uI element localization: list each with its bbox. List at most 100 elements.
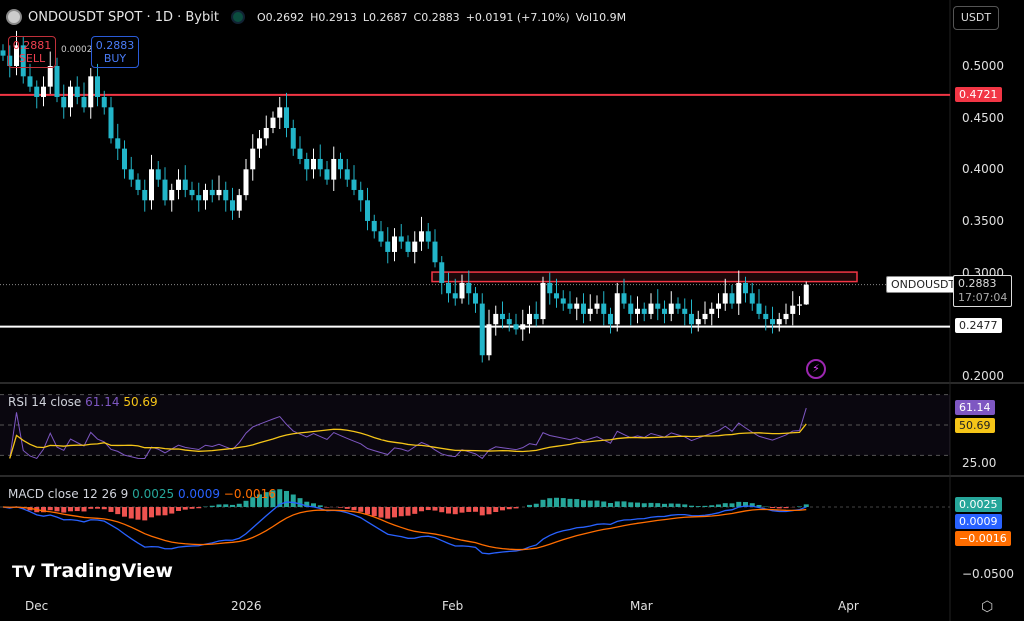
candle-body [7, 55, 13, 66]
rsi-legend[interactable]: RSI 14 close 61.14 50.69 [8, 395, 158, 409]
candle-body [452, 293, 458, 299]
macd-histogram-bar [74, 507, 80, 512]
macd-histogram-bar [270, 490, 276, 507]
candle-body [736, 282, 742, 304]
macd-histogram-bar [284, 490, 289, 507]
buy-label: BUY [103, 52, 127, 65]
macd-histogram-bar [338, 507, 343, 508]
candle-body [560, 298, 566, 304]
candle-body [803, 284, 809, 305]
candle-body [54, 66, 60, 97]
macd-histogram-bar [412, 507, 418, 514]
macd-hist-tag: 0.0025 [955, 497, 1002, 512]
lightning-icon[interactable]: ⚡ [806, 359, 826, 379]
macd-histogram-bar [695, 506, 701, 507]
macd-histogram-bar [527, 504, 532, 507]
candle-body [655, 303, 661, 309]
currency-select[interactable]: USDT [953, 6, 999, 30]
macd-histogram-bar [614, 501, 620, 507]
macd-histogram-bar [128, 507, 134, 519]
sell-button[interactable]: 0.2881 SELL [8, 36, 56, 68]
ohlc-open: O0.2692 [256, 10, 305, 24]
candle-body [250, 148, 256, 170]
macd-histogram-bar [88, 507, 94, 509]
candle-body [675, 303, 681, 309]
macd-histogram-bar [176, 507, 181, 511]
macd-histogram-bar [365, 507, 370, 515]
macd-histogram-bar [378, 507, 384, 518]
bar-countdown: 17:07:04 [958, 291, 1008, 304]
rsi-ma-line [9, 423, 807, 459]
macd-histogram-bar [61, 507, 67, 513]
macd-histogram-bar [405, 507, 411, 516]
macd-histogram-bar [682, 504, 688, 507]
macd-histogram-bar [155, 507, 161, 516]
macd-histogram-bar [608, 503, 613, 507]
candle-body [614, 293, 620, 325]
candle-body [27, 76, 33, 87]
macd-value: 0.0009 [177, 487, 220, 501]
candle-body [473, 293, 478, 304]
candle-body [574, 303, 580, 309]
macd-histogram-bar [95, 507, 100, 509]
candle-body [351, 179, 357, 190]
candle-body [277, 107, 283, 118]
candle-body [331, 158, 337, 180]
macd-signal-tag: −0.0016 [955, 531, 1011, 546]
spread: 0.0002 [61, 45, 93, 55]
candle-body [641, 308, 647, 314]
candle-body [243, 169, 249, 196]
macd-histogram-bar [466, 507, 472, 512]
last-price-tag: 0.2883 17:07:04 [953, 275, 1013, 307]
candle-body [290, 127, 296, 149]
candle-body [169, 189, 175, 201]
candle-body [668, 303, 674, 314]
tradingview-logo: TV TradingView [12, 560, 173, 582]
macd-histogram-bar [628, 502, 634, 507]
symbol-title[interactable]: ONDOUSDT SPOT · 1D · Bybit [28, 9, 219, 25]
candle-body [371, 220, 377, 232]
candle-body [311, 158, 316, 170]
macd-histogram-bar [196, 507, 202, 509]
macd-histogram-bar [797, 506, 802, 507]
candle-body [392, 236, 397, 252]
ohlc-change: +0.0191 (+7.10%) [465, 10, 570, 24]
settings-icon[interactable]: ⬡ [981, 599, 994, 615]
macd-histogram-bar [729, 503, 735, 507]
rsi-ma-tag: 50.69 [955, 418, 995, 433]
macd-label: MACD close 12 26 9 [8, 487, 129, 501]
candle-body [216, 189, 222, 196]
macd-legend[interactable]: MACD close 12 26 9 0.0025 0.0009 −0.0016 [8, 487, 276, 501]
candle-body [425, 231, 431, 242]
macd-histogram-bar [47, 507, 53, 511]
macd-histogram-bar [297, 498, 303, 507]
candle-body [439, 262, 445, 283]
candle-body [493, 313, 499, 325]
macd-histogram-bar [452, 507, 458, 515]
candle-body [122, 148, 127, 170]
macd-histogram-bar [743, 502, 748, 507]
macd-histogram-bar [493, 507, 499, 512]
macd-histogram-bar [135, 507, 141, 520]
macd-histogram-bar [250, 497, 256, 507]
macd-histogram-bar [68, 507, 73, 512]
candle-body [756, 303, 762, 314]
buy-button[interactable]: 0.2883 BUY [91, 36, 139, 68]
candle-body [155, 169, 161, 180]
candle-body [297, 148, 303, 159]
macd-signal-line [2, 506, 807, 551]
candle-body [540, 282, 546, 320]
macd-histogram-bar [216, 504, 222, 507]
candle-body [790, 305, 796, 314]
support-price-tag: 0.2477 [955, 318, 1002, 333]
candle-body [223, 189, 229, 201]
candle-body [554, 293, 559, 299]
macd-histogram-bar [41, 507, 46, 513]
macd-histogram-bar [311, 503, 316, 507]
rsi-line [9, 407, 807, 460]
last-price: 0.2883 [958, 277, 997, 290]
candle-body [74, 86, 80, 97]
macd-histogram-bar [243, 500, 249, 507]
brand-name: TradingView [41, 560, 173, 582]
